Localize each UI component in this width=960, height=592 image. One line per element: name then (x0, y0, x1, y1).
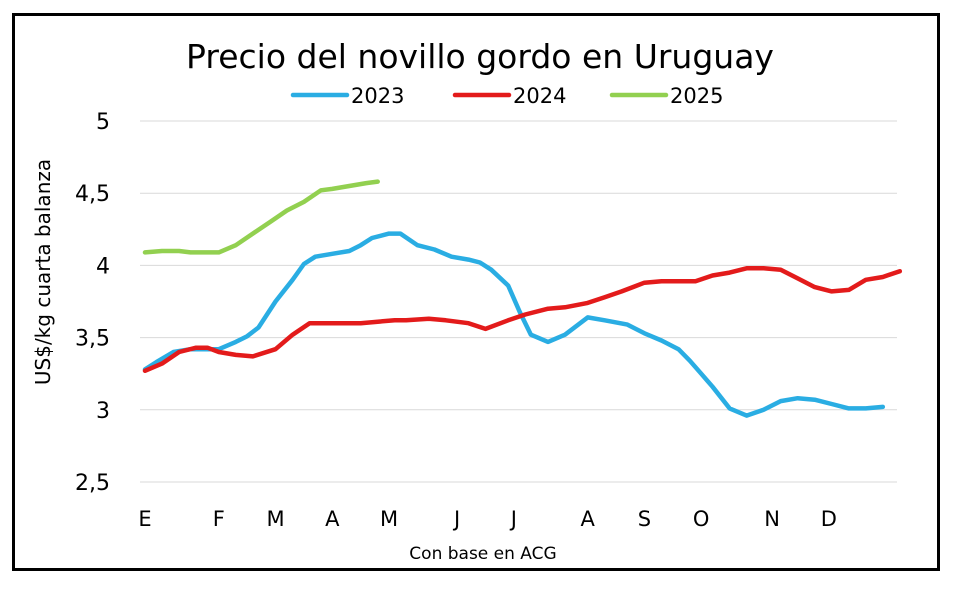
chart-frame (12, 13, 940, 571)
y-axis-label: US$/kg cuarta balanza (31, 159, 55, 385)
y-axis-ticks: 2,5 3 3,5 4 4,5 5 (75, 110, 110, 496)
y-tick-label: 3 (96, 399, 110, 424)
series-line-2025 (142, 179, 380, 255)
x-tick-label: A (580, 507, 595, 531)
legend-label-2023: 2023 (351, 84, 404, 108)
x-tick-label: A (325, 507, 340, 531)
legend: 2023 2024 2025 (290, 84, 723, 108)
series-line-2023 (142, 231, 886, 418)
x-tick-label: F (213, 507, 225, 531)
series-lines (142, 179, 903, 418)
x-tick-label: M (380, 507, 398, 531)
x-tick-label: S (638, 507, 651, 531)
x-tick-label: O (693, 507, 710, 531)
x-axis-label: Con base en ACG (409, 544, 556, 564)
legend-label-2025: 2025 (670, 84, 723, 108)
x-tick-label: J (452, 507, 460, 531)
gridlines (140, 120, 897, 483)
y-tick-label: 4 (96, 254, 110, 279)
x-tick-label: M (266, 507, 284, 531)
chart-title: Precio del novillo gordo en Uruguay (186, 37, 774, 76)
x-tick-label: J (509, 507, 517, 531)
x-tick-label: N (764, 507, 780, 531)
x-tick-label: E (138, 507, 151, 531)
y-tick-label: 4,5 (75, 182, 110, 207)
legend-label-2024: 2024 (513, 84, 566, 108)
series-line-2024 (142, 266, 903, 374)
y-tick-label: 2,5 (75, 471, 110, 496)
y-tick-label: 5 (96, 110, 110, 135)
x-tick-label: D (821, 507, 837, 531)
y-tick-label: 3,5 (75, 327, 110, 352)
